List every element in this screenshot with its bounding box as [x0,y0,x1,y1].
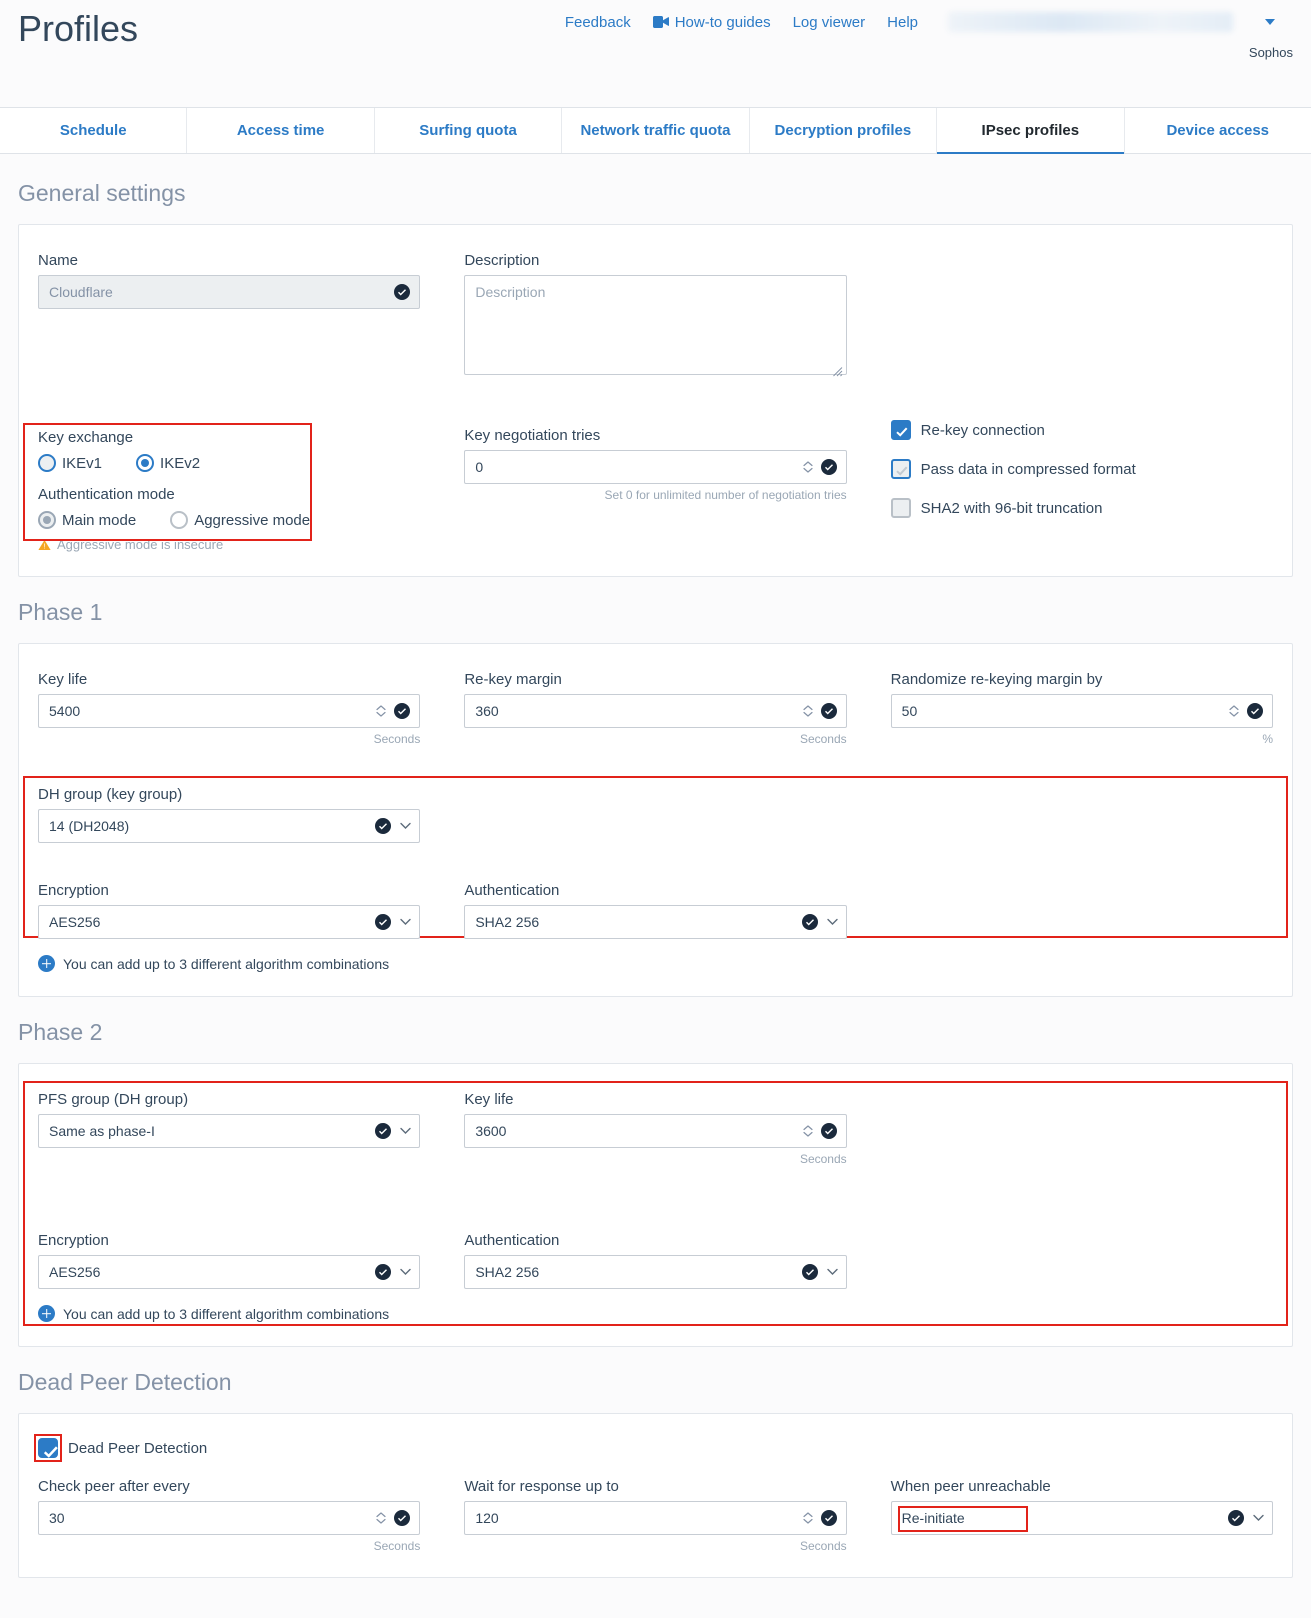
svg-text:!: ! [43,541,45,550]
